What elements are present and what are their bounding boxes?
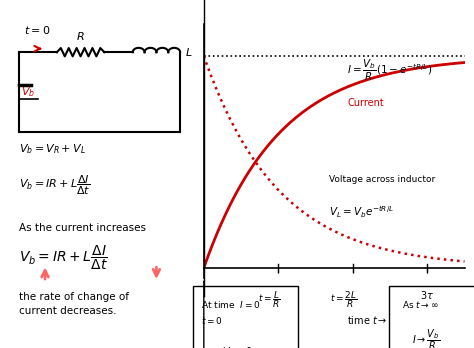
Text: time $t\rightarrow$: time $t\rightarrow$ [347,314,388,326]
Text: $R$: $R$ [76,30,85,42]
Text: $t=\dfrac{L}{R}$: $t=\dfrac{L}{R}$ [258,289,281,310]
Text: Current: Current [347,98,384,108]
Text: the rate of change of
current decreases.: the rate of change of current decreases. [19,292,129,316]
Text: $L$: $L$ [185,46,192,58]
FancyBboxPatch shape [389,286,474,348]
FancyBboxPatch shape [193,286,298,348]
Text: $I = \dfrac{V_b}{R}\left(1-e^{-tR/L}\right)$: $I = \dfrac{V_b}{R}\left(1-e^{-tR/L}\rig… [347,57,432,82]
Text: Voltage across inductor: Voltage across inductor [329,175,435,184]
Text: $V_R = 0$: $V_R = 0$ [222,345,253,348]
Text: $t = 0$: $t = 0$ [24,24,50,36]
Text: $V_b = IR + L\dfrac{\Delta I}{\Delta t}$: $V_b = IR + L\dfrac{\Delta I}{\Delta t}$ [19,244,108,272]
Text: $V_b$: $V_b$ [21,85,36,99]
Text: As $t \rightarrow \infty$: As $t \rightarrow \infty$ [402,299,439,310]
Text: $V_b = IR + L\dfrac{\Delta I}{\Delta t}$: $V_b = IR + L\dfrac{\Delta I}{\Delta t}$ [19,174,91,197]
Text: At time  $I = 0$
$t = 0$: At time $I = 0$ $t = 0$ [201,299,261,326]
Text: As the current increases: As the current increases [19,223,146,233]
Text: $V_L = V_b e^{-tR/L}$: $V_L = V_b e^{-tR/L}$ [329,205,394,220]
Text: $V_b = V_R + V_L$: $V_b = V_R + V_L$ [19,143,86,157]
Text: $t=\dfrac{2L}{R}$: $t=\dfrac{2L}{R}$ [330,289,357,310]
Text: $3\tau$: $3\tau$ [420,289,434,301]
Text: $I \rightarrow \dfrac{V_b}{R}$: $I \rightarrow \dfrac{V_b}{R}$ [412,327,440,348]
